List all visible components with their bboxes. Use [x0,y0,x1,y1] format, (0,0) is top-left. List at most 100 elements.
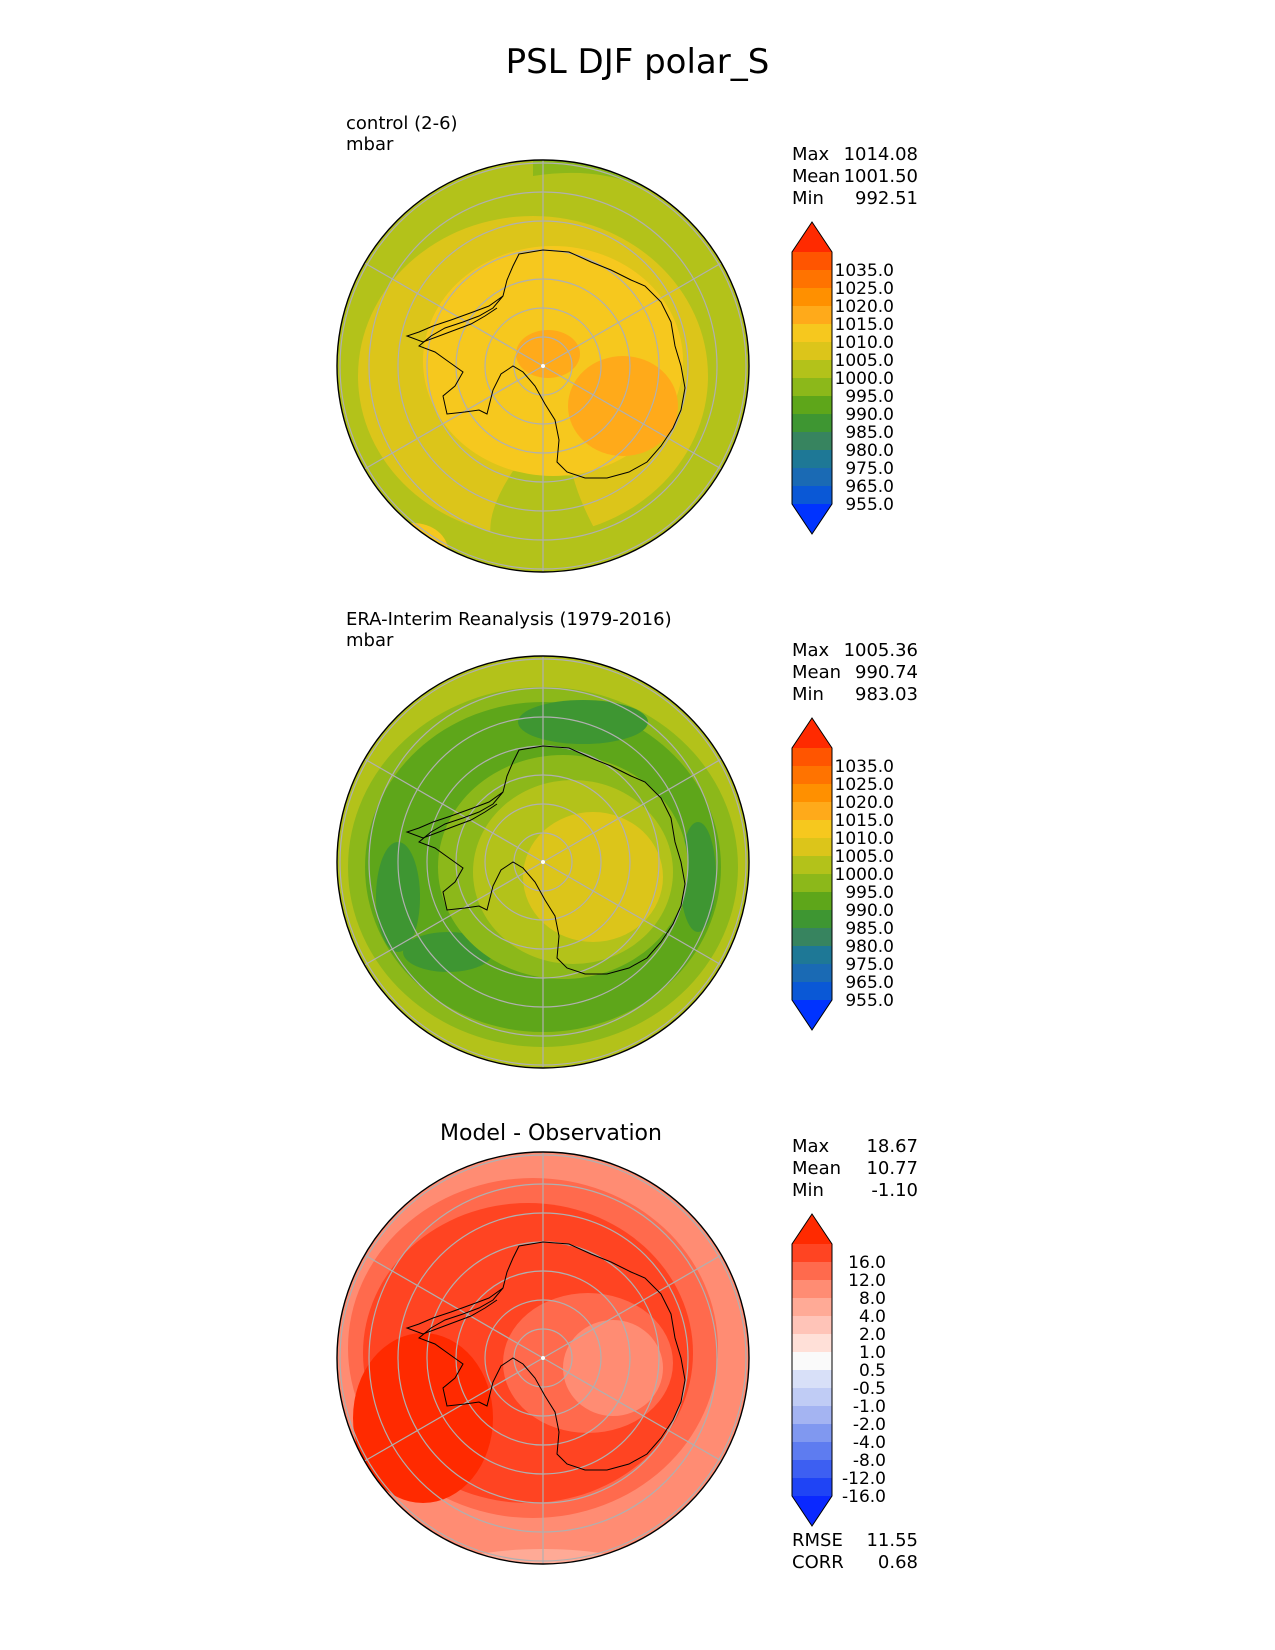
colorbar-tick-label: 980.0 [845,441,894,461]
colorbar-segment [792,802,832,820]
colorbar-segment [792,414,832,432]
panel-3-title: Model - Observation [440,1121,662,1146]
map-panel-1 [336,159,750,573]
colorbar-tick-label: 1015.0 [835,811,894,831]
panel-1-units: mbar [346,134,394,155]
colorbar-segment [792,1424,832,1442]
colorbar-tick-label: 1000.0 [835,369,894,389]
colorbar-segment [792,342,832,360]
colorbar-tick-label: 990.0 [845,901,894,921]
colorbar-tick-label: 1000.0 [835,865,894,885]
panel-1-stats: Max 1014.08 Mean 1001.50 Min 992.51 [792,144,918,210]
colorbar-segment [792,784,832,802]
graticule [339,656,747,1068]
panel-2-title: ERA-Interim Reanalysis (1979-2016) [346,609,672,630]
colorbar-tick-label: 985.0 [845,423,894,443]
colorbar-segment [792,874,832,892]
colorbar-tick-label: 995.0 [845,387,894,407]
peninsula-coastline [405,1287,504,1335]
colorbar-tick-label: 995.0 [845,883,894,903]
colorbar-tick-label: 1020.0 [835,297,894,317]
colorbar-extend-min [792,1496,832,1526]
colorbar-tick-label: 1025.0 [835,279,894,299]
coastline [418,1241,686,1471]
colorbar-segment [792,1280,832,1298]
colorbar-tick-label: 4.0 [859,1307,886,1327]
colorbar-segment [792,1316,832,1334]
pole-marker [541,364,545,368]
colorbar-tick-label: -1.0 [853,1397,886,1417]
colorbar-extend-max [792,222,832,252]
stat-mean: Mean 10.77 [792,1158,918,1179]
stat-max: Max 18.67 [792,1136,918,1157]
colorbar-tick-label: 0.5 [859,1361,886,1381]
colorbar-segment [792,1460,832,1478]
colorbar-tick-label: 16.0 [848,1253,886,1273]
colorbar-segment [792,946,832,964]
map-boundary [336,159,750,573]
stat-mean: Mean 1001.50 [792,166,918,187]
colorbar-segment [792,324,832,342]
stat-max: Max 1005.36 [792,640,918,661]
colorbar-segment [792,432,832,450]
colorbar-segment [792,1478,832,1496]
colorbar-segment [792,766,832,784]
colorbar-segment [792,450,832,468]
panel-2-stats: Max 1005.36 Mean 990.74 Min 983.03 [792,640,918,706]
map-boundary [336,1151,750,1565]
colorbar-tick-label: 1020.0 [835,793,894,813]
colorbar-segment [792,838,832,856]
coastline [418,745,686,975]
colorbar-segment [792,396,832,414]
colorbar-segment [792,378,832,396]
graticule [339,160,747,572]
peninsula-coastline [405,295,504,343]
colorbar-tick-label: 955.0 [845,495,894,515]
colorbar-tick-label: 8.0 [859,1289,886,1309]
colorbar-tick-label: -0.5 [853,1379,886,1399]
panel-2-units: mbar [346,630,394,651]
colorbar-tick-label: 1015.0 [835,315,894,335]
colorbar-segment [792,748,832,766]
colorbar-segment [792,1406,832,1424]
colorbar-tick-label: 1035.0 [835,261,894,281]
pole-marker [541,1356,545,1360]
colorbar-tick-label: -16.0 [842,1487,886,1507]
colorbar-segment [792,982,832,1000]
stat-min: Min 983.03 [792,684,918,705]
colorbar-tick-label: 1005.0 [835,847,894,867]
colorbar-segment [792,468,832,486]
map-panel-2 [336,655,750,1069]
colorbar-segment [792,910,832,928]
colorbar-tick-label: 1005.0 [835,351,894,371]
pole-marker [541,860,545,864]
map-panel-3 [336,1151,750,1565]
panel-3-stats: Max 18.67 Mean 10.77 Min -1.10 [792,1136,918,1202]
figure-title: PSL DJF polar_S [505,42,770,82]
colorbar-outline [791,1213,833,1527]
colorbar-segment [792,1442,832,1460]
colorbar-segment [792,856,832,874]
colorbar-segment [792,1262,832,1280]
colorbar-segment [792,1334,832,1352]
colorbar-extend-max [792,1214,832,1244]
colorbar-extend-min [792,1000,832,1030]
colorbar-segment [792,964,832,982]
colorbar-segment [792,306,832,324]
colorbar-segment [792,486,832,504]
colorbar-tick-label: 955.0 [845,991,894,1011]
colorbar-tick-label: 2.0 [859,1325,886,1345]
colorbar-segment [792,288,832,306]
colorbar-tick-label: 980.0 [845,937,894,957]
colorbar-tick-label: 965.0 [845,973,894,993]
colorbar-tick-label: 1025.0 [835,775,894,795]
colorbar-segment [792,360,832,378]
colorbar-segment [792,1244,832,1262]
colorbar-tick-label: 990.0 [845,405,894,425]
metric-corr: CORR 0.68 [792,1552,918,1573]
colorbar-tick-label: 1010.0 [835,333,894,353]
colorbar-tick-label: 1035.0 [835,757,894,777]
colorbar-segment [792,820,832,838]
colorbar-segment [792,1298,832,1316]
